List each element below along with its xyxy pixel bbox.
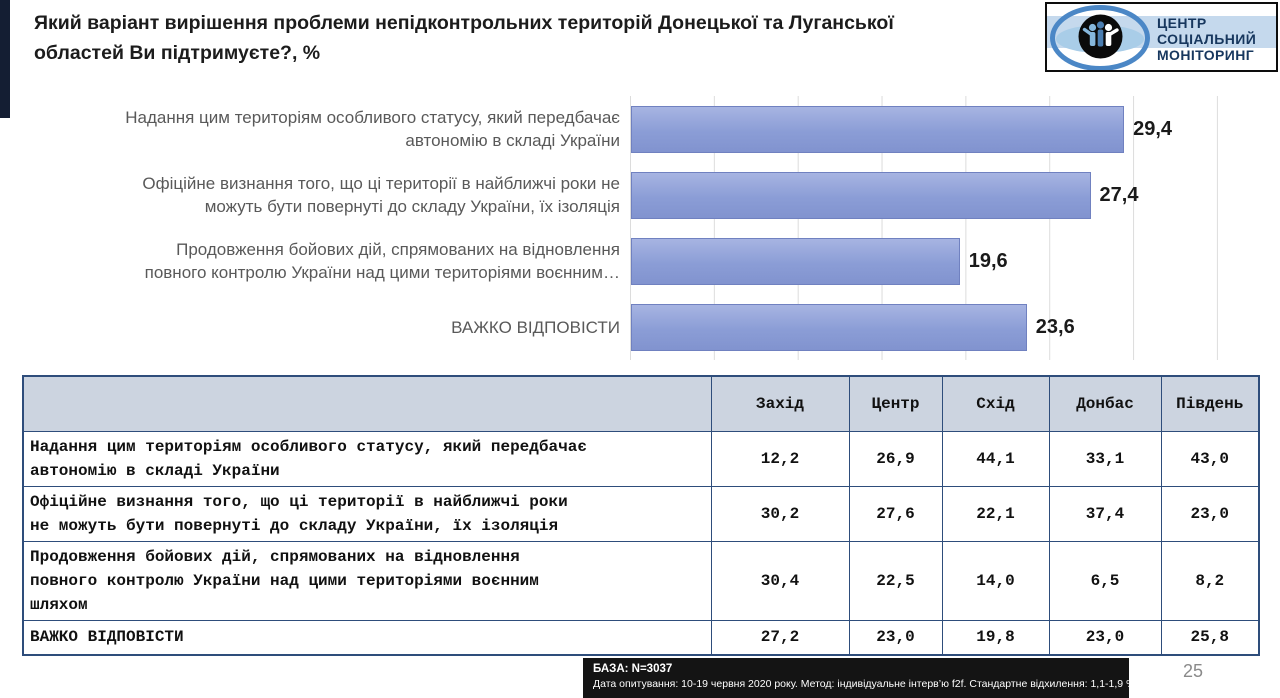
- results-table: Захід Центр Схід Донбас Південь Надання цим …: [22, 375, 1260, 656]
- value-cell: 23,0: [1048, 619, 1162, 656]
- page-number: 25: [1183, 661, 1204, 681]
- value-cell: 26,9: [848, 430, 943, 487]
- bar-value-label: 23,6: [1035, 315, 1075, 338]
- row-label: Офіційне визнання того, що ці території …: [22, 485, 712, 542]
- value-cell: 30,2: [710, 485, 850, 542]
- csm-logo: ЦЕНТР СОЦІАЛЬНИЙ МОНІТОРИНГ: [1045, 2, 1278, 72]
- bar-category-label: ВАЖКО ВІДПОВІСТИ: [451, 317, 620, 337]
- chart-row: Продовження бойових дій, спрямованих на …: [30, 228, 1220, 294]
- row-label: Надання цим територіям особливого статус…: [22, 430, 712, 487]
- bar-category-label: Офіційне визнання того, що ці території …: [142, 174, 620, 216]
- bar-track: 19,6: [630, 228, 1218, 294]
- value-cell: 19,8: [941, 619, 1050, 656]
- bar-track: 23,6: [630, 294, 1218, 360]
- page-title: Який варіант вирішення проблеми непідкон…: [34, 12, 894, 64]
- row-label: ВАЖКО ВІДПОВІСТИ: [22, 619, 712, 656]
- value-cell: 44,1: [941, 430, 1050, 487]
- value-cell: 37,4: [1048, 485, 1162, 542]
- value-cell: 14,0: [941, 540, 1050, 621]
- value-cell: 30,4: [710, 540, 850, 621]
- value-cell: 43,0: [1160, 430, 1260, 487]
- bar: [631, 171, 1091, 219]
- value-cell: 6,5: [1048, 540, 1162, 621]
- value-cell: 27,2: [710, 619, 850, 656]
- logo-ring: [1050, 5, 1150, 70]
- sample-base-label: БАЗА: N=3037: [593, 663, 673, 675]
- bar-category-label: Надання цим територіям особливого статус…: [125, 108, 620, 150]
- bar-value-label: 19,6: [968, 249, 1008, 272]
- bar-category-label: Продовження бойових дій, спрямованих на …: [144, 240, 620, 282]
- value-cell: 12,2: [710, 430, 850, 487]
- chart-row: Офіційне визнання того, що ці території …: [30, 162, 1220, 228]
- bar-track: 29,4: [630, 96, 1218, 162]
- logo-text: ЦЕНТР СОЦІАЛЬНИЙ МОНІТОРИНГ: [1157, 15, 1257, 63]
- bar-chart: Надання цим територіям особливого статус…: [30, 96, 1220, 360]
- value-cell: 23,0: [848, 619, 943, 656]
- bar-track: 27,4: [630, 162, 1218, 228]
- bar-value-label: 29,4: [1133, 117, 1173, 140]
- bar: [631, 237, 960, 285]
- chart-row: Надання цим територіям особливого статус…: [30, 96, 1220, 162]
- table-row: Надання цим територіям особливого статус…: [22, 430, 1260, 487]
- footer-note: БАЗА: N=3037 Дата опитування: 10-19 черв…: [583, 658, 1129, 698]
- value-cell: 27,6: [848, 485, 943, 542]
- value-cell: 22,5: [848, 540, 943, 621]
- title-accent-bar: [0, 0, 10, 118]
- bar-value-label: 27,4: [1099, 183, 1139, 206]
- table-corner-cell: [22, 375, 712, 432]
- people-icon: [1078, 14, 1123, 59]
- value-cell: 23,0: [1160, 485, 1260, 542]
- table-header-cell: Південь: [1160, 375, 1260, 432]
- row-label: Продовження бойових дій, спрямованих на …: [22, 540, 712, 621]
- bar: [631, 105, 1125, 153]
- value-cell: 22,1: [941, 485, 1050, 542]
- bar: [631, 303, 1027, 351]
- value-cell: 25,8: [1160, 619, 1260, 656]
- chart-row: ВАЖКО ВІДПОВІСТИ 23,6: [30, 294, 1220, 360]
- table-header-cell: Захід: [710, 375, 850, 432]
- table-header-cell: Центр: [848, 375, 943, 432]
- table-row: Продовження бойових дій, спрямованих на …: [22, 540, 1260, 621]
- table-header-cell: Донбас: [1048, 375, 1162, 432]
- table-header-cell: Схід: [941, 375, 1050, 432]
- value-cell: 33,1: [1048, 430, 1162, 487]
- table-row: ВАЖКО ВІДПОВІСТИ 27,2 23,0 19,8 23,0 25,8: [22, 619, 1260, 656]
- survey-details: Дата опитування: 10-19 червня 2020 року.…: [593, 678, 1129, 690]
- table-header: Захід Центр Схід Донбас Південь: [22, 375, 1260, 432]
- value-cell: 8,2: [1160, 540, 1260, 621]
- table-row: Офіційне визнання того, що ці території …: [22, 485, 1260, 542]
